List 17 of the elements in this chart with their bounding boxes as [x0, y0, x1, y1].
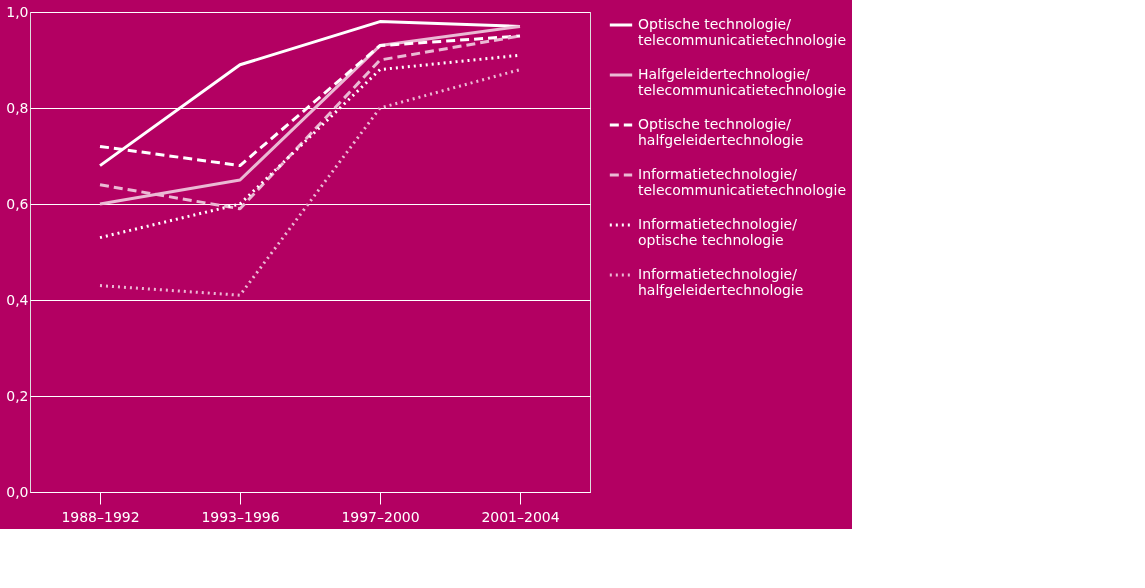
line-series [98, 68, 522, 297]
legend-label: Halfgeleidertechnologie/telecommunicatietechnologie [638, 66, 847, 98]
x-tick-label: 1988–1992 [61, 508, 140, 525]
x-tick-label: 1993–1996 [201, 508, 280, 525]
y-tick-label: 1,0 [6, 3, 29, 20]
x-tick-label: 2001–2004 [481, 508, 560, 525]
y-tick-label: 0,0 [6, 483, 29, 500]
legend-label: Informatietechnologie/telecommunicatietechnologie [638, 166, 847, 198]
x-tick-label: 1997–2000 [341, 508, 420, 525]
legend-label: Optische technologie/halfgeleidertechnologie [638, 116, 804, 148]
legend-label: Informatietechnologie/optische technologie [638, 216, 798, 248]
y-tick-label: 0,4 [6, 291, 29, 308]
legend-label: Optische technologie/telecommunicatietechnologie [638, 16, 847, 48]
y-tick-label: 0,2 [6, 387, 29, 404]
legend-label: Informatietechnologie/halfgeleidertechnologie [638, 266, 804, 298]
y-tick-label: 0,8 [6, 99, 29, 116]
y-tick-label: 0,6 [6, 195, 29, 212]
